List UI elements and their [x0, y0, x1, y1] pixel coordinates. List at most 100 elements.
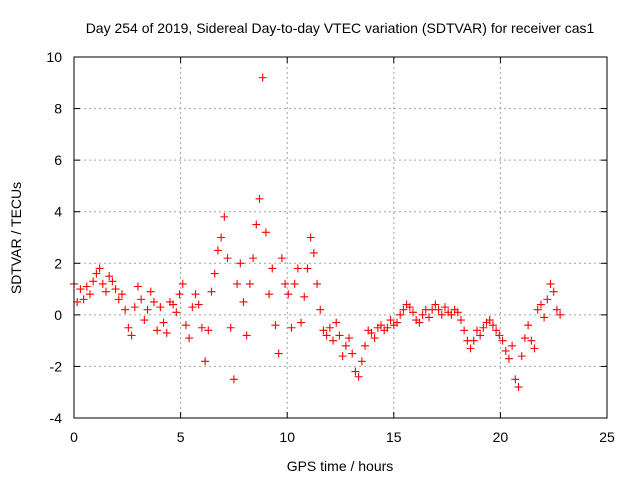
- data-point: [533, 305, 542, 314]
- data-point: [194, 300, 203, 309]
- data-point: [424, 313, 433, 322]
- data-point: [284, 290, 293, 299]
- data-point: [162, 328, 171, 337]
- data-point: [556, 310, 565, 319]
- data-point: [517, 352, 526, 361]
- data-point: [108, 277, 117, 286]
- data-point: [440, 303, 449, 312]
- data-point: [130, 303, 139, 312]
- data-point: [156, 303, 165, 312]
- data-point: [488, 321, 497, 330]
- data-point: [82, 282, 91, 291]
- data-point: [495, 331, 504, 340]
- data-point: [111, 285, 120, 294]
- data-point: [201, 357, 210, 366]
- data-point: [149, 297, 158, 306]
- data-point: [408, 308, 417, 317]
- data-point: [229, 375, 238, 384]
- data-point: [268, 264, 277, 273]
- data-point: [514, 383, 523, 392]
- y-tick-label: 0: [54, 307, 62, 323]
- data-point: [540, 313, 549, 322]
- data-point: [242, 331, 251, 340]
- data-point: [431, 300, 440, 309]
- data-point: [370, 334, 379, 343]
- data-point: [345, 334, 354, 343]
- data-point: [501, 346, 510, 355]
- data-point: [536, 300, 545, 309]
- data-point: [127, 331, 136, 340]
- data-point: [204, 326, 213, 335]
- data-series-cas1: [70, 73, 565, 392]
- gridlines: [74, 57, 607, 418]
- data-point: [297, 318, 306, 327]
- data-point: [293, 264, 302, 273]
- data-point: [348, 349, 357, 358]
- data-point: [239, 297, 248, 306]
- data-point: [415, 318, 424, 327]
- data-point: [418, 310, 427, 319]
- data-point: [261, 228, 270, 237]
- data-point: [172, 308, 181, 317]
- data-point: [530, 344, 539, 353]
- data-point: [354, 372, 363, 381]
- data-point: [217, 233, 226, 242]
- data-point: [306, 233, 315, 242]
- data-point: [181, 321, 190, 330]
- data-point: [361, 341, 370, 350]
- data-point: [447, 310, 456, 319]
- plot-frame: [73, 56, 608, 419]
- data-point: [460, 326, 469, 335]
- data-point: [98, 279, 107, 288]
- data-point: [492, 326, 501, 335]
- data-point: [504, 354, 513, 363]
- x-tick-label: 10: [279, 429, 295, 445]
- data-point: [191, 290, 200, 299]
- data-point: [175, 290, 184, 299]
- data-point: [338, 352, 347, 361]
- data-point: [255, 194, 264, 203]
- data-point: [137, 295, 146, 304]
- data-point: [258, 73, 267, 82]
- data-point: [377, 321, 386, 330]
- data-point: [309, 248, 318, 257]
- data-point: [101, 287, 110, 296]
- data-point: [213, 246, 222, 255]
- x-tick-label: 25: [599, 429, 615, 445]
- data-point: [185, 334, 194, 343]
- y-tick-labels: -4 -2 0 2 4 6 8 10: [46, 49, 62, 426]
- data-point: [546, 279, 555, 288]
- y-tick-label: 8: [54, 101, 62, 117]
- data-point: [472, 326, 481, 335]
- data-point: [300, 292, 309, 301]
- data-point: [114, 295, 123, 304]
- data-point: [249, 254, 258, 263]
- data-point: [520, 334, 529, 343]
- data-point: [456, 316, 465, 325]
- x-tick-label: 0: [70, 429, 78, 445]
- data-point: [383, 323, 392, 332]
- data-point: [367, 328, 376, 337]
- y-tick-label: 6: [54, 152, 62, 168]
- data-point: [313, 279, 322, 288]
- data-point: [290, 279, 299, 288]
- data-point: [332, 318, 341, 327]
- data-point: [274, 349, 283, 358]
- data-point: [277, 254, 286, 263]
- chart-title: Day 254 of 2019, Sidereal Day-to-day VTE…: [86, 20, 595, 36]
- data-point: [124, 323, 133, 332]
- data-point: [210, 269, 219, 278]
- data-point: [220, 212, 229, 221]
- data-point: [319, 326, 328, 335]
- data-point: [329, 336, 338, 345]
- data-point: [143, 305, 152, 314]
- data-point: [133, 282, 142, 291]
- data-point: [396, 310, 405, 319]
- data-point: [79, 295, 88, 304]
- y-tick-label: 2: [54, 255, 62, 271]
- data-point: [316, 305, 325, 314]
- x-tick-label: 15: [386, 429, 402, 445]
- data-point: [527, 336, 536, 345]
- data-point: [207, 287, 216, 296]
